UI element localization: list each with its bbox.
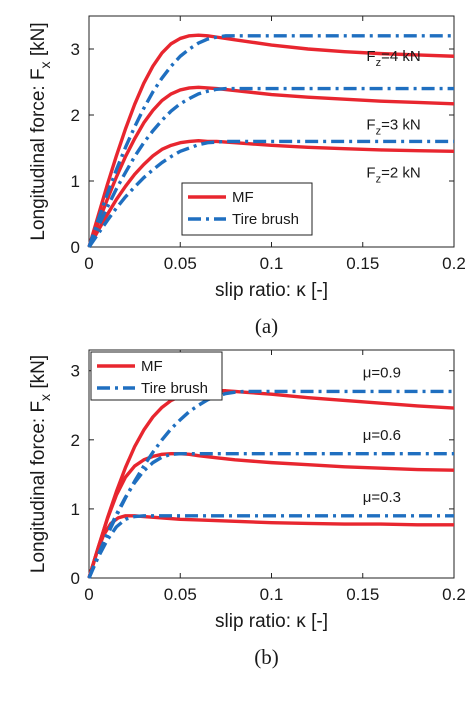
chart-panel-b: 0 0.05 0.1 0.15 0.2 0 1 2 3 μ=0.9 μ=0.6 μ=0.3 MF Tire… <box>28 349 466 669</box>
x-tick-label: 0 <box>84 585 93 604</box>
y-tick-label: 1 <box>71 500 80 519</box>
x-tick-label: 0.1 <box>260 585 284 604</box>
legend: MF Tire brush <box>181 182 313 236</box>
series-line-tire-brush <box>87 389 454 579</box>
chart-panel-a: 0 0.05 0.1 0.15 0.2 0 1 2 3 Fz=4 kN Fz=3 kN Fz=2 kN… <box>28 15 466 338</box>
series-line-mf <box>87 33 455 248</box>
legend-box <box>181 182 313 236</box>
x-tick-label: 0.15 <box>346 585 379 604</box>
series-line-mf <box>87 85 455 248</box>
y-tick-label: 1 <box>71 172 80 191</box>
series-line-tire-brush <box>87 451 454 579</box>
series-line-mf <box>87 139 455 248</box>
x-tick-label: 0.15 <box>346 254 379 273</box>
series-line-tire-brush <box>87 86 454 248</box>
x-tick-label: 0.2 <box>442 585 466 604</box>
series-line-mf <box>87 389 455 579</box>
y-tick-label: 3 <box>71 40 80 59</box>
legend-label: MF <box>141 358 163 375</box>
series-annotation: μ=0.3 <box>363 489 401 506</box>
x-tick-label: 0 <box>84 254 93 273</box>
x-axis-label: slip ratio: κ [-] <box>215 611 328 632</box>
series-annotation: Fz=3 kN <box>366 117 420 138</box>
series-line-tire-brush <box>87 514 454 579</box>
y-axis-label: Longitudinal force: Fx [kN] <box>28 22 53 240</box>
series-annotation: μ=0.6 <box>363 427 401 444</box>
series-annotation: Fz=2 kN <box>366 165 420 186</box>
series-annotation: μ=0.9 <box>363 365 401 382</box>
y-tick-label: 2 <box>71 431 80 450</box>
series-annotation: Fz=4 kN <box>366 48 420 69</box>
legend-box <box>90 351 223 401</box>
x-tick-label: 0.05 <box>164 585 197 604</box>
panel-label: (b) <box>254 645 279 669</box>
y-axis-label: Longitudinal force: Fx [kN] <box>28 355 53 573</box>
series-line-tire-brush <box>87 139 454 248</box>
y-tick-label: 0 <box>71 238 80 257</box>
y-tick-label: 3 <box>71 362 80 381</box>
y-tick-label: 2 <box>71 106 80 125</box>
legend-label: Tire brush <box>232 211 299 228</box>
legend-label: Tire brush <box>141 380 208 397</box>
legend-label: MF <box>232 189 254 206</box>
x-tick-label: 0.2 <box>442 254 466 273</box>
x-tick-label: 0.1 <box>260 254 284 273</box>
panel-label: (a) <box>255 314 278 338</box>
y-tick-label: 0 <box>71 569 80 588</box>
x-tick-label: 0.05 <box>164 254 197 273</box>
legend: MF Tire brush <box>90 351 223 401</box>
series-line-mf <box>87 514 454 579</box>
x-axis-label: slip ratio: κ [-] <box>215 280 328 301</box>
series-line-tire-brush <box>87 34 454 248</box>
